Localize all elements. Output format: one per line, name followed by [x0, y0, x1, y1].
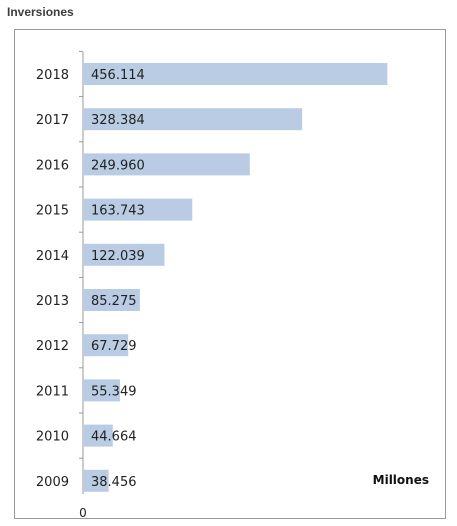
bar-2017 [83, 108, 303, 131]
value-label-2015: 163.743 [91, 204, 145, 219]
category-label-2012: 2012 [36, 339, 69, 354]
category-label-2017: 2017 [36, 113, 69, 128]
value-label-2017: 328.384 [91, 113, 145, 128]
bar-2010 [83, 424, 113, 447]
bar-2011 [83, 379, 120, 402]
bar-2012 [83, 334, 129, 357]
value-label-2012: 67.729 [91, 339, 137, 354]
value-label-2016: 249.960 [91, 158, 145, 173]
x-tick-label: 0 [79, 506, 87, 520]
value-label-2011: 55.349 [91, 384, 137, 399]
bar-2016 [83, 153, 250, 176]
bar-2009 [83, 469, 109, 492]
value-label-2009: 38.456 [91, 475, 137, 490]
page-title: Inversiones [7, 5, 74, 19]
category-label-2010: 2010 [36, 430, 69, 445]
bars-group: 2018 456.114 2017 328.384 2016 249.960 2015 163… [36, 50, 388, 492]
category-label-2016: 2016 [36, 158, 69, 173]
x-axis-title: Millones [373, 473, 429, 487]
value-label-2014: 122.039 [91, 249, 145, 264]
value-label-2018: 456.114 [91, 68, 145, 83]
category-label-2018: 2018 [36, 68, 69, 83]
category-label-2013: 2013 [36, 294, 69, 309]
bar-2018 [83, 63, 388, 85]
category-label-2011: 2011 [36, 384, 69, 399]
category-label-2014: 2014 [36, 249, 69, 264]
bar-2015 [83, 198, 193, 221]
category-label-2009: 2009 [36, 475, 69, 490]
chart-frame [14, 29, 446, 519]
bar-2013 [83, 289, 140, 311]
category-label-2015: 2015 [36, 204, 69, 219]
value-label-2013: 85.275 [91, 294, 137, 309]
bar-2014 [83, 243, 165, 266]
value-label-2010: 44.664 [91, 430, 137, 445]
